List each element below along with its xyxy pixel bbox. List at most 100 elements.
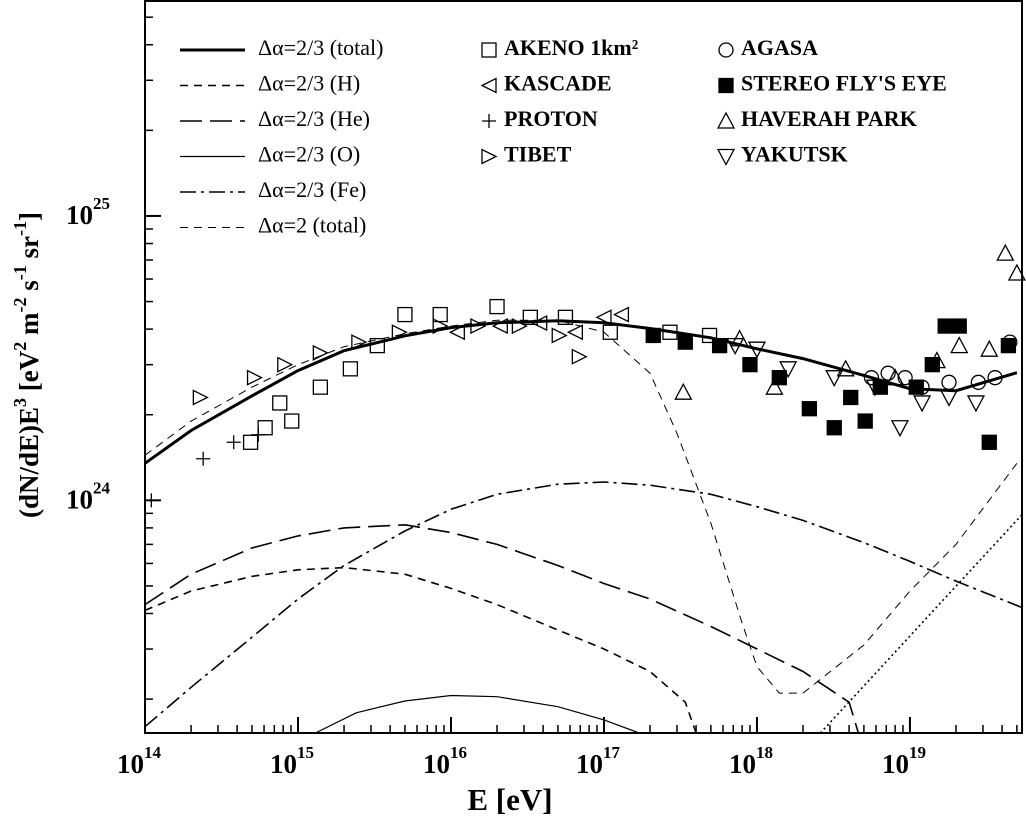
legend-label: AGASA bbox=[741, 35, 818, 60]
marker-square bbox=[397, 306, 413, 323]
marker-square-filled bbox=[981, 434, 997, 450]
marker-triangle-right bbox=[391, 324, 408, 341]
x-tick-label: 1015 bbox=[270, 743, 314, 779]
marker-square bbox=[602, 324, 618, 340]
marker-square-filled bbox=[1000, 337, 1017, 354]
marker-square-filled bbox=[951, 318, 967, 334]
x-tick-exponent: 16 bbox=[450, 743, 467, 762]
x-tick-exponent: 14 bbox=[144, 743, 162, 762]
x-tick-exponent: 17 bbox=[603, 743, 621, 762]
plot-frame bbox=[144, 0, 1023, 734]
marker-circle bbox=[970, 374, 987, 390]
marker-triangle-down bbox=[825, 370, 844, 388]
marker-triangle-right bbox=[246, 369, 263, 386]
curve bbox=[145, 481, 1022, 728]
y-tick-label: 1025 bbox=[66, 194, 110, 230]
marker-triangle-left bbox=[531, 315, 548, 332]
marker-triangle-left bbox=[566, 324, 583, 341]
y-tick-exponent: 24 bbox=[93, 478, 111, 497]
y-tick-base: 10 bbox=[66, 485, 93, 515]
marker-triangle-up bbox=[996, 243, 1015, 261]
curves bbox=[145, 319, 1022, 733]
x-tick-base: 10 bbox=[423, 749, 450, 779]
legend-label: Δα=2/3 (H) bbox=[258, 71, 360, 96]
marker-circle bbox=[897, 370, 913, 386]
x-tick-base: 10 bbox=[576, 749, 603, 779]
marker-square-filled bbox=[857, 413, 873, 429]
marker-square bbox=[312, 379, 328, 395]
marker-circle bbox=[987, 370, 1003, 386]
y-label-part: (dN/dE)E bbox=[14, 407, 44, 518]
marker-triangle-right bbox=[192, 389, 209, 406]
marker-triangle-right bbox=[481, 148, 498, 165]
marker-triangle-down bbox=[912, 395, 932, 413]
legend-label: STEREO FLY'S EYE bbox=[741, 71, 947, 96]
x-tick-label: 1019 bbox=[882, 743, 926, 779]
x-axis-label: E [eV] bbox=[467, 782, 552, 817]
marker-triangle-up bbox=[980, 339, 999, 357]
marker-square-filled bbox=[742, 357, 758, 373]
marker-triangle-left bbox=[491, 318, 508, 335]
legend-label: Δα=2/3 (Fe) bbox=[258, 177, 366, 202]
marker-square bbox=[242, 434, 259, 450]
legend-label: AKENO 1km² bbox=[504, 35, 639, 60]
x-tick-exponent: 18 bbox=[756, 743, 773, 762]
y-label-part: ] bbox=[14, 212, 44, 221]
y-label-superscript: 2 bbox=[10, 342, 30, 351]
marker-square-filled bbox=[924, 357, 940, 373]
marker-plus bbox=[226, 435, 241, 450]
marker-circle bbox=[863, 370, 880, 386]
marker-triangle-down bbox=[716, 148, 736, 166]
marker-square-filled bbox=[937, 318, 953, 334]
legend-label: Δα=2/3 (He) bbox=[258, 106, 370, 131]
marker-triangle-right bbox=[470, 318, 487, 335]
x-tick-base: 10 bbox=[117, 749, 144, 779]
marker-square-filled bbox=[908, 379, 924, 395]
curve bbox=[145, 319, 1018, 694]
marker-triangle-up bbox=[886, 368, 905, 386]
marker-triangle-down bbox=[939, 389, 959, 407]
marker-triangle-right bbox=[277, 356, 294, 373]
marker-triangle-up bbox=[950, 336, 969, 354]
y-label-superscript: -1 bbox=[10, 221, 30, 236]
marker-triangle-up bbox=[716, 111, 736, 129]
marker-square-filled bbox=[711, 337, 728, 354]
legend-label: HAVERAH PARK bbox=[741, 106, 917, 131]
marker-square-filled bbox=[645, 327, 661, 344]
marker-triangle-down bbox=[726, 337, 745, 355]
marker-triangle-down bbox=[865, 379, 884, 397]
marker-triangle-left bbox=[448, 324, 465, 341]
y-axis-label: (dN/dE)E3 [eV2 m-2 s-1 sr-1] bbox=[10, 212, 44, 518]
marker-square-filled bbox=[872, 379, 888, 395]
x-tick-label: 1018 bbox=[729, 743, 773, 779]
marker-triangle-right bbox=[551, 327, 568, 344]
marker-triangle-up bbox=[1007, 263, 1026, 281]
x-tick-base: 10 bbox=[270, 749, 297, 779]
y-tick-exponent: 25 bbox=[93, 194, 110, 213]
marker-triangle-left bbox=[612, 306, 630, 323]
legend-label: TIBET bbox=[504, 142, 572, 167]
marker-square bbox=[342, 361, 359, 377]
marker-triangle-right bbox=[351, 334, 368, 351]
legend-label: YAKUTSK bbox=[741, 142, 848, 167]
marker-triangle-right bbox=[312, 344, 329, 361]
marker-triangle-left bbox=[595, 309, 612, 326]
marker-triangle-up bbox=[927, 351, 946, 369]
marker-square bbox=[272, 395, 288, 411]
marker-square-filled bbox=[843, 389, 859, 406]
marker-triangle-up bbox=[836, 359, 855, 377]
marker-square bbox=[432, 306, 448, 323]
y-label-superscript: -1 bbox=[10, 265, 30, 280]
marker-triangle-down bbox=[890, 420, 910, 438]
x-tick-base: 10 bbox=[882, 749, 909, 779]
y-label-superscript: 3 bbox=[10, 398, 30, 407]
marker-triangle-up bbox=[765, 377, 784, 395]
curve bbox=[145, 523, 860, 733]
marker-circle bbox=[941, 374, 957, 390]
marker-triangle-up bbox=[674, 382, 693, 400]
marker-square bbox=[481, 42, 497, 58]
x-tick-exponent: 15 bbox=[297, 743, 314, 762]
marker-triangle-down bbox=[779, 361, 798, 379]
marker-square-filled bbox=[677, 334, 693, 350]
marker-triangle-down bbox=[966, 395, 986, 413]
